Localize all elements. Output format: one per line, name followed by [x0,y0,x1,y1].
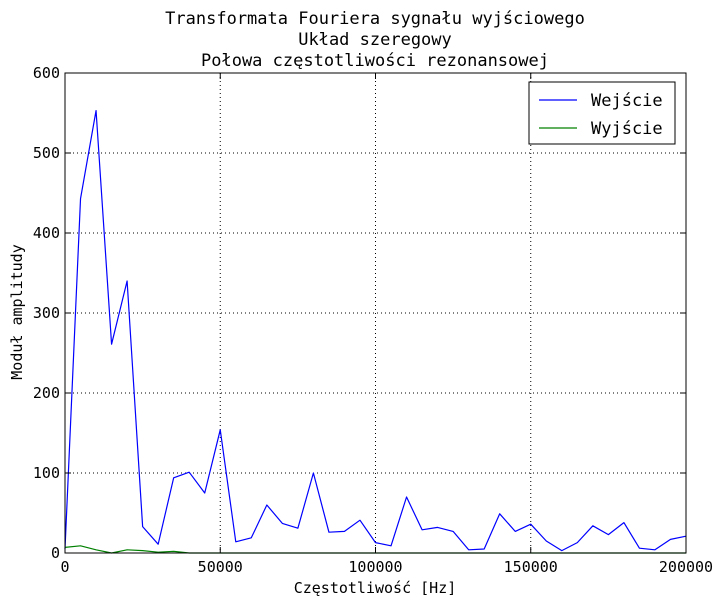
plot-series [64,109,687,554]
legend-label-1: Wejście [591,91,663,111]
series-line-1 [64,109,687,552]
y-tick-label: 600 [33,64,60,82]
chart-title: Transformata Fouriera sygnału wyjścioweg… [165,9,585,71]
chart-title-line-3: Połowa częstotliwości rezonansowej [201,51,549,71]
legend-box [528,81,676,145]
x-tick-label: 0 [60,558,69,576]
x-tick-label: 200000 [659,558,713,576]
x-tick-label: 150000 [504,558,558,576]
grid [65,73,686,553]
x-tick-label: 100000 [348,558,402,576]
axis-ticks [64,72,687,554]
legend-label-2: Wyjście [591,119,663,139]
axis-tick-labels: 0 50000 100000 150000 200000 0 100 200 300 400 500… [33,64,713,576]
y-tick-label: 300 [33,304,60,322]
legend: Wejście Wyjście [528,81,676,145]
y-tick-label: 200 [33,384,60,402]
y-tick-label: 400 [33,224,60,242]
chart-title-line-1: Transformata Fouriera sygnału wyjścioweg… [165,9,585,29]
y-axis-label: Moduł amplitudy [8,244,26,379]
y-tick-label: 500 [33,144,60,162]
y-tick-label: 100 [33,464,60,482]
chart-title-line-2: Układ szeregowy [298,30,452,50]
y-tick-label: 0 [51,544,60,562]
x-axis-label: Częstotliwość [Hz] [294,579,457,597]
x-tick-label: 50000 [198,558,243,576]
